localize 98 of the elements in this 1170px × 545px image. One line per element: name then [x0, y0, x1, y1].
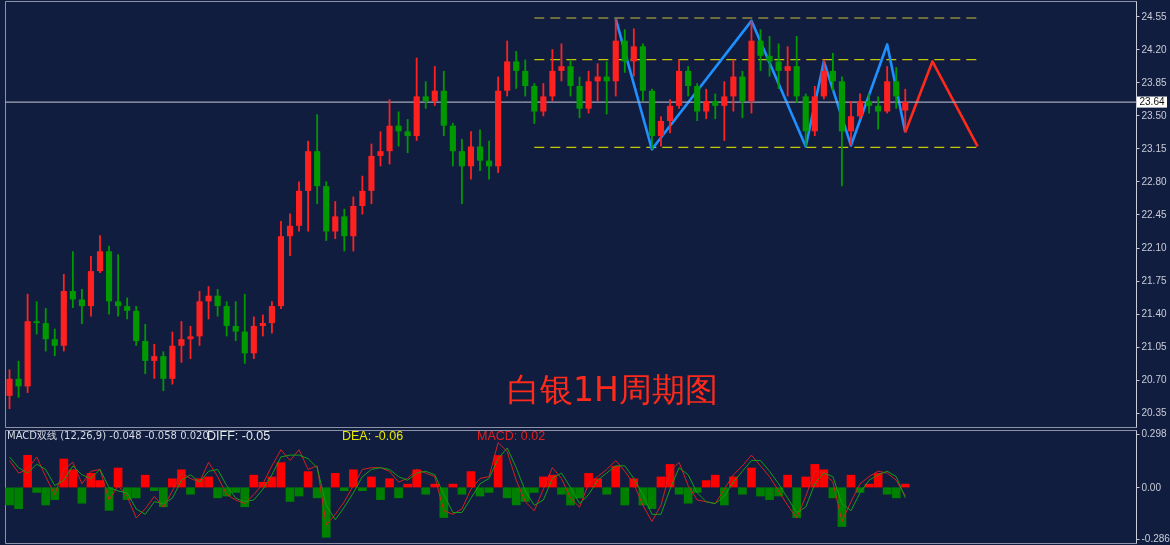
bar	[747, 467, 756, 488]
bar	[358, 487, 367, 491]
candlestick	[404, 118, 411, 154]
text: 白银1H周期图	[506, 369, 718, 409]
y-tick-label: 21.75	[1141, 275, 1167, 287]
annotation: DIFF: -0.05	[207, 429, 271, 443]
candlestick	[359, 174, 366, 216]
bar	[611, 465, 621, 488]
y-tick-label: 23.85	[1141, 76, 1167, 88]
bar	[602, 487, 612, 495]
candlestick	[187, 325, 194, 360]
candlestick	[268, 300, 275, 335]
y-tick-label: -0.286	[1141, 533, 1170, 545]
annotation: DEA: -0.06	[342, 429, 404, 443]
bar	[376, 487, 385, 500]
candlestick	[142, 323, 149, 375]
candlestick	[15, 359, 22, 399]
bar	[783, 474, 792, 488]
candlestick	[775, 42, 782, 90]
bar	[367, 476, 376, 488]
candlestick	[160, 350, 167, 393]
candlestick	[151, 342, 158, 380]
candlestick	[875, 95, 882, 131]
candlestick	[567, 58, 574, 98]
candlestick	[856, 92, 864, 120]
candlestick	[893, 66, 900, 110]
chart-title: MACD双线 (12,26,9) -0.048 -0.058 0.020	[7, 430, 209, 441]
candlestick	[259, 313, 266, 338]
candlestick	[96, 234, 104, 274]
bar	[330, 473, 340, 488]
bar	[77, 487, 87, 504]
bar	[339, 487, 349, 491]
candlestick	[51, 327, 58, 358]
candlestick	[115, 253, 122, 318]
y-tick-label: 20.70	[1141, 374, 1167, 386]
y-tick-label: 23.15	[1141, 142, 1167, 154]
candlestick	[685, 65, 692, 98]
candlestick	[124, 296, 131, 321]
candlestick	[467, 130, 475, 181]
candlestick	[721, 80, 728, 142]
bar	[394, 487, 403, 499]
candlestick	[431, 65, 438, 107]
y-tick-label: 0.298	[1141, 428, 1167, 440]
candlestick	[42, 307, 49, 353]
candlestick	[847, 100, 855, 147]
candlestick	[540, 82, 547, 118]
y-tick-label: 22.45	[1141, 208, 1167, 220]
bar	[738, 487, 747, 495]
candlestick	[458, 138, 465, 205]
y-tick-label: 23.50	[1141, 109, 1167, 121]
candlestick	[657, 115, 665, 148]
candlestick	[286, 212, 294, 257]
candlestick	[558, 42, 565, 83]
bar	[186, 487, 195, 495]
candlestick	[341, 207, 348, 253]
candlestick	[33, 300, 40, 336]
candlestick	[829, 52, 836, 92]
y-tick-label: 24.55	[1141, 10, 1167, 22]
bar	[457, 487, 467, 495]
y-tick-label: 24.20	[1141, 43, 1167, 55]
candlestick	[377, 130, 384, 168]
candlestick	[232, 300, 239, 342]
bar	[385, 478, 394, 488]
y-tick-label: 21.40	[1141, 308, 1167, 320]
candlestick	[223, 300, 230, 338]
y-tick-label: 0.00	[1141, 481, 1162, 493]
candlestick	[703, 87, 710, 120]
candlestick	[784, 45, 791, 98]
candlestick	[757, 28, 764, 72]
y-tick-label: 22.80	[1141, 175, 1167, 187]
candlestick	[730, 58, 737, 113]
y-tick-label: 20.35	[1141, 407, 1167, 419]
candlestick	[69, 250, 76, 309]
candlestick	[712, 92, 719, 120]
bar	[303, 471, 313, 488]
y-tick-label: 21.05	[1141, 341, 1167, 353]
bar	[620, 487, 630, 506]
candlestick	[476, 128, 484, 172]
candlestick	[214, 288, 221, 318]
candlestick	[78, 288, 85, 325]
candlestick	[866, 92, 873, 115]
bar	[140, 474, 150, 488]
candlestick	[576, 75, 583, 120]
ref-line-label: 23.64	[1139, 96, 1165, 108]
candlestick	[422, 80, 429, 110]
y-tick-label: 22.10	[1141, 242, 1167, 254]
candlestick	[513, 50, 520, 90]
candlestick	[666, 98, 674, 135]
candlestick	[332, 200, 339, 240]
candlestick	[621, 28, 628, 74]
candlestick	[178, 320, 185, 364]
candlestick	[522, 58, 529, 98]
bar	[421, 487, 431, 495]
annotation: MACD: 0.02	[477, 429, 546, 443]
candlestick	[6, 368, 13, 410]
candlestick	[241, 292, 248, 365]
candlestick	[630, 27, 637, 78]
candlestick	[766, 35, 773, 78]
